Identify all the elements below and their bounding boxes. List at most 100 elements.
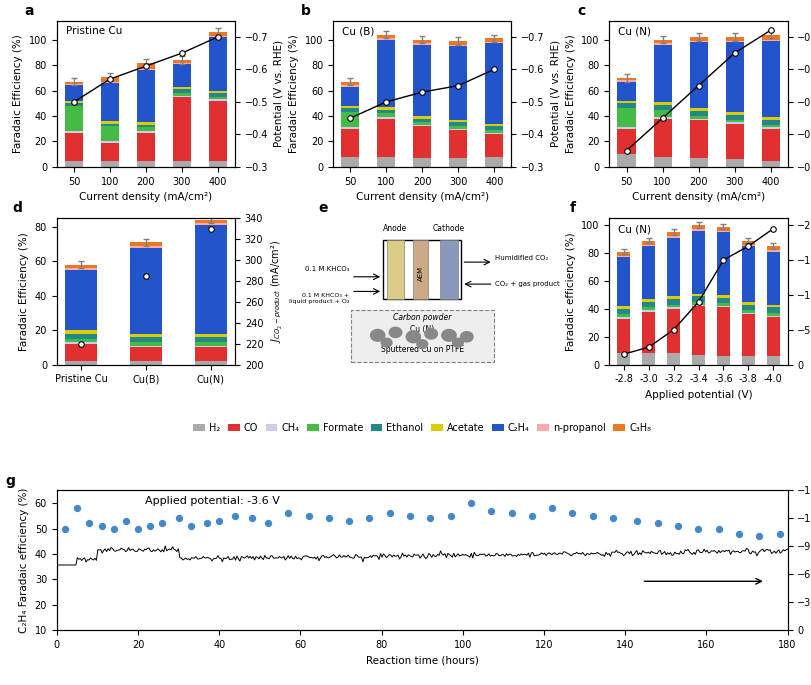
Bar [383, 240, 461, 299]
Bar [101, 77, 118, 82]
Bar [741, 314, 753, 356]
Bar [667, 305, 679, 308]
Point [229, 510, 242, 521]
Bar [173, 62, 191, 64]
Bar [667, 299, 679, 305]
Bar [195, 334, 227, 337]
Bar [766, 356, 779, 364]
Text: a: a [24, 3, 34, 18]
Bar [137, 133, 155, 160]
Point [504, 508, 517, 519]
Bar [766, 246, 779, 250]
Bar [173, 89, 191, 93]
Y-axis label: $J_{CO_2-product}$ (mA/cm²): $J_{CO_2-product}$ (mA/cm²) [268, 240, 284, 343]
Circle shape [441, 329, 456, 341]
Bar [642, 353, 654, 364]
Point [606, 513, 619, 524]
Bar [766, 250, 779, 251]
Bar [692, 225, 704, 229]
Bar [65, 103, 83, 106]
Bar [448, 45, 466, 46]
Bar [448, 41, 466, 45]
Bar [377, 38, 395, 40]
Y-axis label: Faradaic efficiency (%): Faradaic efficiency (%) [565, 232, 575, 351]
Point [732, 528, 744, 539]
Bar [725, 120, 743, 123]
Bar [725, 160, 743, 167]
Bar [692, 229, 704, 231]
Bar [65, 160, 83, 167]
Circle shape [460, 332, 473, 342]
Bar [689, 119, 706, 120]
Bar [65, 330, 97, 334]
Bar [642, 312, 654, 353]
Bar [667, 308, 679, 309]
Point [144, 521, 157, 532]
Bar [65, 86, 83, 101]
Point [525, 510, 538, 521]
X-axis label: Applied potential (V): Applied potential (V) [644, 390, 752, 400]
Bar [130, 334, 162, 337]
Bar [341, 87, 358, 106]
Bar [65, 264, 97, 268]
Bar [616, 256, 629, 258]
Bar [413, 240, 427, 299]
Bar [173, 93, 191, 96]
Point [545, 503, 558, 514]
Bar [689, 120, 706, 158]
Bar [101, 142, 118, 160]
Bar [485, 42, 503, 43]
Bar [413, 43, 431, 45]
Bar [413, 116, 431, 119]
Point [172, 513, 185, 524]
Y-axis label: Faradaic Efficiency (%): Faradaic Efficiency (%) [19, 232, 29, 351]
Bar [341, 157, 358, 167]
Point [630, 516, 643, 527]
Bar [101, 121, 118, 124]
Bar [716, 306, 729, 308]
Bar [616, 309, 629, 314]
Bar [173, 64, 191, 87]
Bar [741, 240, 753, 245]
Bar [741, 313, 753, 314]
Text: Cu (N): Cu (N) [617, 27, 650, 36]
Bar [341, 106, 358, 108]
Bar [741, 246, 753, 302]
Bar [766, 317, 779, 356]
Bar [195, 223, 227, 225]
Bar [653, 105, 671, 110]
Bar [130, 346, 162, 347]
X-axis label: Reaction time (hours): Reaction time (hours) [365, 656, 478, 666]
Bar [350, 310, 493, 362]
Bar [448, 120, 466, 123]
Bar [485, 38, 503, 42]
Bar [195, 337, 227, 342]
Point [58, 523, 71, 534]
Point [464, 498, 477, 509]
Text: Anode: Anode [383, 224, 407, 233]
Point [200, 518, 213, 529]
Point [423, 513, 436, 524]
Bar [377, 107, 395, 110]
Circle shape [452, 338, 462, 347]
Point [302, 510, 315, 521]
Bar [692, 231, 704, 293]
Y-axis label: Faradaic Efficiency (%): Faradaic Efficiency (%) [565, 34, 575, 153]
Text: c: c [577, 3, 585, 18]
Bar [642, 246, 654, 299]
Bar [653, 45, 671, 102]
Bar [616, 80, 635, 82]
Text: g: g [6, 473, 15, 488]
Bar [741, 310, 753, 313]
Circle shape [416, 340, 427, 349]
Bar [413, 125, 431, 126]
Bar [653, 43, 671, 45]
Point [650, 518, 663, 529]
Bar [65, 344, 97, 361]
Bar [137, 160, 155, 167]
Bar [65, 339, 97, 342]
Bar [692, 302, 704, 305]
Circle shape [388, 327, 401, 338]
Point [403, 510, 416, 521]
Bar [130, 242, 162, 246]
